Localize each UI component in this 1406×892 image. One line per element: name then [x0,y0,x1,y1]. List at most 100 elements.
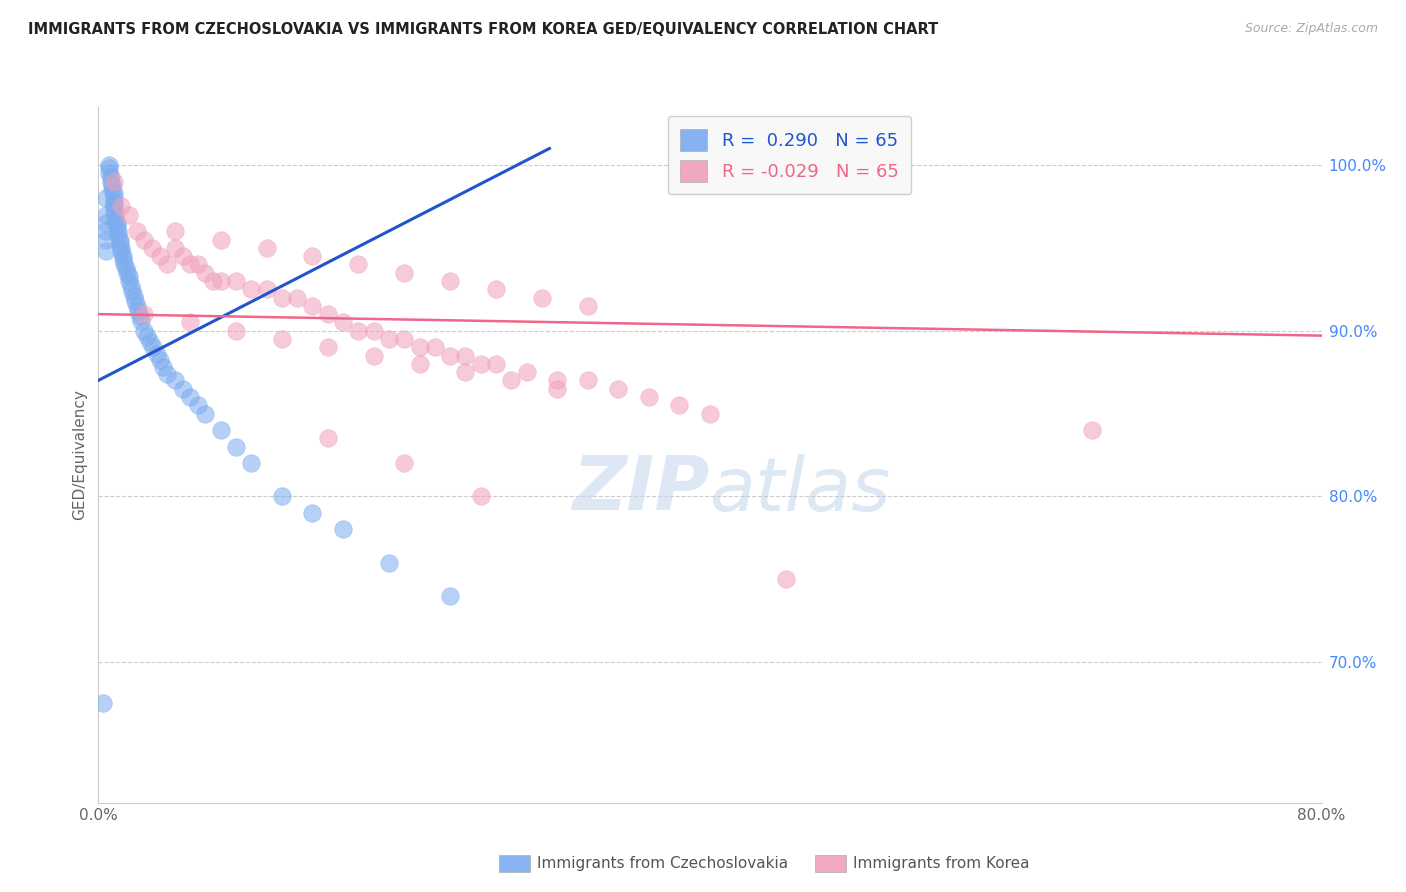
Point [392,456,416,470]
Point [301,506,323,520]
Point [209,423,232,437]
Point [546,382,568,396]
Point [110,199,132,213]
Point [1081,423,1104,437]
Point [501,373,523,387]
Point [225,324,247,338]
Point [347,324,370,338]
Point [470,489,492,503]
Point [316,340,339,354]
Point [156,367,179,381]
Point [142,340,165,354]
Point [107,227,129,242]
Point [103,196,125,211]
Point [128,309,150,323]
Point [163,224,186,238]
Point [108,235,131,250]
Point [172,382,194,396]
Point [270,332,292,346]
Point [363,349,385,363]
Point [163,373,186,387]
Point [179,390,201,404]
Point [105,216,128,230]
Point [121,284,143,298]
Point [576,373,599,387]
Point [668,398,690,412]
Point [98,161,121,176]
Point [149,249,172,263]
Point [134,307,156,321]
Point [101,183,124,197]
Point [129,314,152,328]
Point [332,523,354,537]
Point [125,224,148,238]
Point [103,191,125,205]
Text: atlas: atlas [710,454,891,525]
Point [118,274,141,288]
Point [118,268,141,283]
Point [103,186,125,201]
Text: ZIP: ZIP [572,453,710,526]
Point [439,274,461,288]
Point [103,204,125,219]
Point [240,282,263,296]
Point [256,282,278,296]
Point [179,257,201,271]
Point [301,249,323,263]
Point [107,224,129,238]
Point [637,390,661,404]
Point [270,291,292,305]
Point [94,244,117,259]
Point [104,208,127,222]
Point [408,340,430,354]
Point [485,282,508,296]
Point [209,233,232,247]
Point [94,216,117,230]
Point [225,440,247,454]
Point [256,241,278,255]
Point [363,324,385,338]
Point [117,266,139,280]
Point [134,324,156,338]
Point [285,291,308,305]
Point [111,252,134,267]
Point [149,353,172,368]
Point [408,357,430,371]
Point [454,365,477,379]
Point [156,257,179,271]
Point [546,373,568,387]
Point [136,328,159,343]
Point [100,169,122,184]
Point [127,303,149,318]
Point [115,260,138,275]
Point [105,219,128,234]
Text: Immigrants from Korea: Immigrants from Korea [853,856,1031,871]
Text: IMMIGRANTS FROM CZECHOSLOVAKIA VS IMMIGRANTS FROM KOREA GED/EQUIVALENCY CORRELAT: IMMIGRANTS FROM CZECHOSLOVAKIA VS IMMIGR… [28,22,938,37]
Point [485,357,508,371]
Point [209,274,232,288]
Point [94,233,117,247]
Point [163,241,186,255]
Point [378,332,401,346]
Point [202,274,225,288]
Point [172,249,194,263]
Point [125,299,148,313]
Text: Source: ZipAtlas.com: Source: ZipAtlas.com [1244,22,1378,36]
Point [378,556,401,570]
Point [423,340,446,354]
Point [141,241,163,255]
Point [98,158,121,172]
Point [392,266,416,280]
Point [187,398,209,412]
Legend: R =  0.290   N = 65, R = -0.029   N = 65: R = 0.290 N = 65, R = -0.029 N = 65 [668,116,911,194]
Point [530,291,553,305]
Point [94,224,117,238]
Y-axis label: GED/Equivalency: GED/Equivalency [72,390,87,520]
Point [124,293,146,308]
Point [516,365,538,379]
Point [91,697,114,711]
Point [134,233,156,247]
Point [332,315,354,329]
Point [94,208,117,222]
Point [100,175,122,189]
